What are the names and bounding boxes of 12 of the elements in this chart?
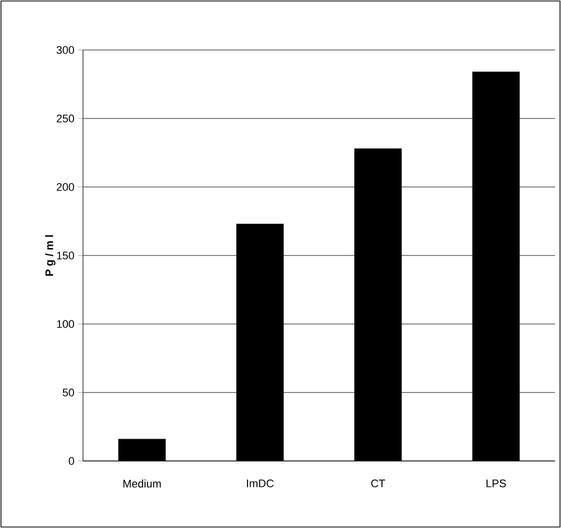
y-tick-label: 0 — [68, 457, 74, 465]
y-tick-label: 150 — [57, 252, 74, 260]
x-tick-label: CT — [371, 480, 386, 488]
x-tick-label: LPS — [486, 480, 506, 488]
y-tick-label: 250 — [56, 114, 74, 122]
x-tick-label: Medium — [123, 480, 161, 488]
y-tick-label: 100 — [57, 320, 74, 328]
y-axis-title: P g / m l — [45, 235, 56, 276]
y-tick-label: 50 — [62, 388, 74, 396]
x-tick-label: ImDC — [247, 480, 274, 488]
y-tick-label: 200 — [56, 183, 74, 191]
y-tick-label: 300 — [56, 46, 74, 54]
